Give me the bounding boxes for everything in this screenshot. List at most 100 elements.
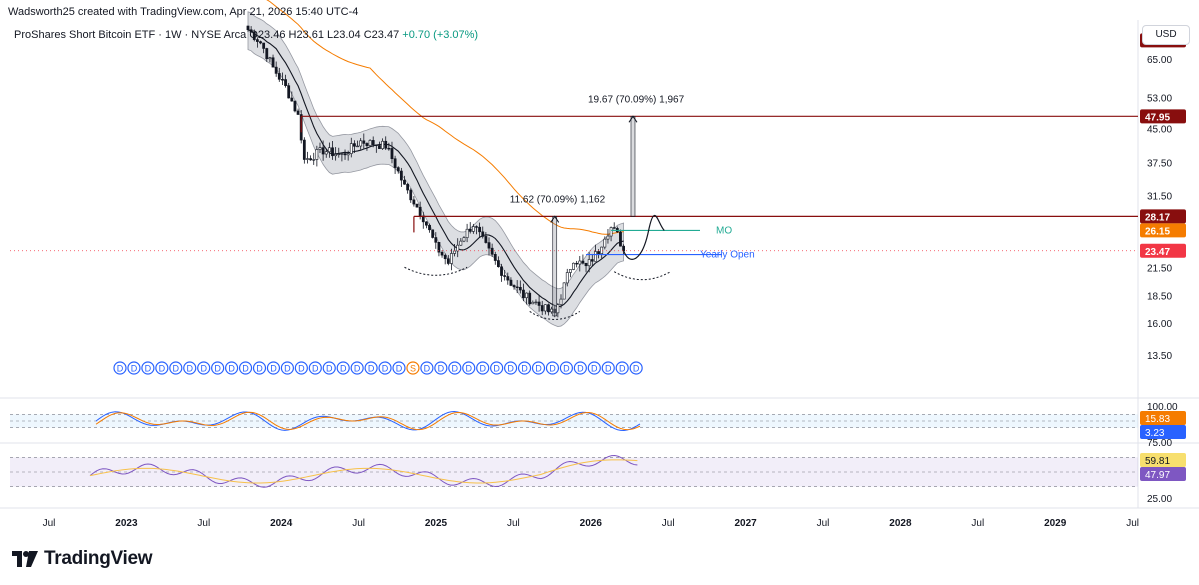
candle-body <box>565 272 569 284</box>
marker-letter: D <box>284 364 291 374</box>
measure-arrowhead <box>628 115 638 123</box>
candle-body <box>374 144 378 147</box>
symbol-name: ProShares Short Bitcoin ETF · 1W · NYSE … <box>14 29 247 41</box>
candle-body <box>528 292 532 305</box>
candle-body <box>534 301 538 304</box>
marker-letter: D <box>479 364 486 374</box>
candle-body <box>590 259 594 262</box>
stoch-label-text: 3.23 <box>1145 428 1165 439</box>
dividend-marker <box>266 361 281 375</box>
candle-body <box>252 31 256 40</box>
price-tick-label: 16.00 <box>1147 319 1172 330</box>
marker-letter: D <box>159 364 166 374</box>
candle-body <box>446 258 450 264</box>
stoch-label-box <box>1140 425 1186 439</box>
candle-body <box>412 199 416 205</box>
rsi-label-text: 47.97 <box>1145 470 1170 481</box>
stoch-label-text: 15.83 <box>1145 414 1170 425</box>
marker-letter: D <box>242 364 249 374</box>
dividend-marker <box>601 361 615 375</box>
candle-body <box>584 262 588 267</box>
marker-letter: D <box>382 364 389 374</box>
candle-body <box>496 260 500 268</box>
candle-body <box>246 25 250 31</box>
candle-body <box>500 266 503 276</box>
dividend-marker <box>545 361 560 375</box>
candle-body <box>525 292 528 299</box>
candle-body <box>284 79 287 86</box>
marker-letter: D <box>521 364 528 374</box>
price-tick-label: 65.00 <box>1147 55 1172 66</box>
rsi-label-box <box>1140 467 1186 481</box>
dividend-marker <box>322 361 336 375</box>
candle-body <box>550 308 554 313</box>
candle-body <box>428 224 431 231</box>
candle-body <box>406 183 410 191</box>
dividend-marker <box>197 361 211 375</box>
candle-body <box>453 250 456 254</box>
marker-letter: D <box>173 364 180 374</box>
candle-body <box>318 147 322 150</box>
price-axis: 65.0053.0045.0037.5031.5026.5021.5018.50… <box>1140 33 1186 505</box>
candle-body <box>290 97 294 102</box>
dividend-marker <box>434 361 448 375</box>
dividend-marker <box>490 361 504 375</box>
candle-body <box>418 206 422 217</box>
candle-body <box>581 260 585 264</box>
candle-body <box>597 251 600 254</box>
candle-body <box>547 304 550 313</box>
stoch-rsi-pane <box>10 411 1138 432</box>
chart-grid <box>0 20 1199 509</box>
marker-letter: D <box>228 364 235 374</box>
candle-body <box>334 154 338 157</box>
marker-letter: D <box>187 364 194 374</box>
dividend-marker <box>504 361 518 375</box>
candle-body <box>475 226 478 228</box>
candle-body <box>518 286 522 291</box>
dividend-marker <box>127 361 141 375</box>
candle-body <box>399 170 403 181</box>
time-tick-label: 2028 <box>889 518 912 529</box>
time-tick-label: Jul <box>43 518 56 529</box>
price-label-text: 28.17 <box>1145 212 1170 223</box>
tradingview-brand[interactable]: TradingView <box>12 548 153 570</box>
candle-body <box>612 227 616 229</box>
candle-body <box>349 143 353 154</box>
candle-body <box>306 158 309 160</box>
currency-button[interactable]: USD <box>1142 25 1190 45</box>
marker-letter: D <box>312 364 319 374</box>
dividend-marker <box>392 361 406 375</box>
price-label-box <box>1140 209 1186 224</box>
measure-bar <box>630 116 636 217</box>
marker-letter: D <box>256 364 263 374</box>
time-tick-label: Jul <box>507 518 520 529</box>
marker-letter: D <box>131 364 138 374</box>
marker-letter: D <box>452 364 459 374</box>
candle-body <box>403 179 406 185</box>
rsi-label-box <box>1140 453 1186 467</box>
candle-body <box>481 231 485 237</box>
candle-body <box>425 221 428 226</box>
dividend-marker <box>629 361 643 375</box>
pattern-arc <box>404 266 468 276</box>
dividend-marker <box>462 361 476 375</box>
candle-body <box>506 276 510 281</box>
marker-letter: D <box>563 364 570 374</box>
candle-body <box>587 259 591 267</box>
symbol-legend[interactable]: ProShares Short Bitcoin ETF · 1W · NYSE … <box>14 29 478 41</box>
dividend-marker <box>517 361 532 375</box>
marker-letter: D <box>214 364 221 374</box>
candle-body <box>249 29 253 33</box>
marker-letter: D <box>605 364 612 374</box>
candle-body <box>371 140 375 146</box>
time-tick-label: 2026 <box>580 518 603 529</box>
time-tick-label: Jul <box>352 518 365 529</box>
candle-body <box>434 237 438 243</box>
candle-body <box>390 148 394 160</box>
marker-letter: D <box>368 364 375 374</box>
price-label-box <box>1140 243 1186 258</box>
marker-letter: D <box>619 364 626 374</box>
measure-label: 11.62 (70.09%) 1,162 <box>510 194 606 205</box>
dividend-marker <box>573 361 587 375</box>
